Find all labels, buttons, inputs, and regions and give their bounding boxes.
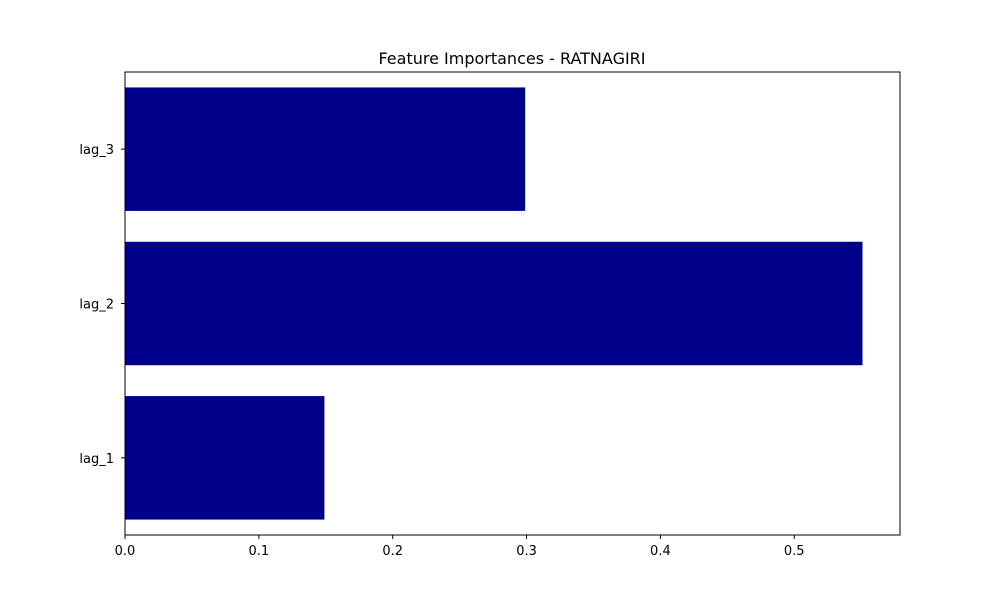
y-tick-label-lag_1: lag_1	[79, 452, 114, 467]
bar-lag_1	[125, 396, 325, 520]
y-tick-label-lag_3: lag_3	[79, 143, 114, 158]
bar-lag_2	[125, 241, 863, 366]
plot-frame	[124, 71, 901, 536]
x-tick-label-3: 0.3	[516, 544, 537, 559]
x-tick-label-4: 0.4	[650, 544, 671, 559]
chart-title: Feature Importances - RATNAGIRI	[378, 49, 645, 68]
y-tick-label-lag_2: lag_2	[79, 298, 114, 313]
x-tick-label-1: 0.1	[249, 544, 270, 559]
x-tick-label-0: 0.0	[115, 544, 136, 559]
x-tick-label-5: 0.5	[784, 544, 805, 559]
bar-lag_3	[125, 87, 526, 211]
axes-layer: lag_1 lag_2 lag_3 0.0 0.1 0.2 0.3 0.4 0.5	[79, 71, 901, 559]
x-tick-label-2: 0.2	[382, 544, 403, 559]
bars-layer	[125, 87, 863, 520]
